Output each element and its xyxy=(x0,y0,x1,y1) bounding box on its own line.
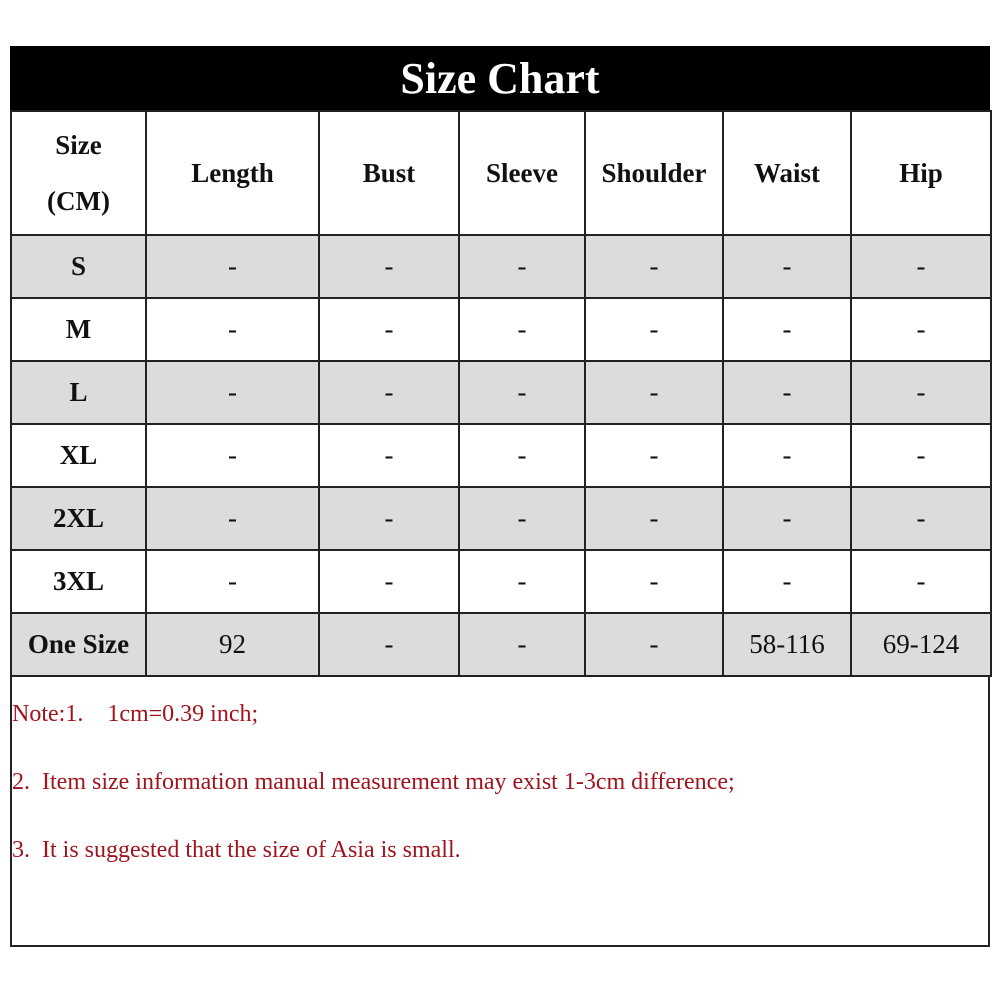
measurement-cell: - xyxy=(458,423,586,488)
column-header: Sleeve xyxy=(458,110,586,236)
measurement-cell: - xyxy=(318,612,460,677)
table-row: 3XL - - - - - - xyxy=(10,549,992,614)
measurement-cell: - xyxy=(145,234,320,299)
measurement-cell: - xyxy=(458,549,586,614)
column-header: Waist xyxy=(722,110,852,236)
measurement-cell: - xyxy=(458,234,586,299)
measurement-cell: - xyxy=(850,297,992,362)
size-label: L xyxy=(10,360,147,425)
measurement-cell: - xyxy=(584,297,724,362)
measurement-cell: - xyxy=(145,423,320,488)
table-row: L------ xyxy=(10,360,992,425)
measurement-cell: - xyxy=(722,360,852,425)
measurement-cell: - xyxy=(318,234,460,299)
measurement-cell: - xyxy=(722,486,852,551)
measurement-cell: - xyxy=(318,360,460,425)
size-label: S xyxy=(10,234,147,299)
column-header: Shoulder xyxy=(584,110,724,236)
measurement-cell: - xyxy=(850,234,992,299)
measurement-cell: 69-124 xyxy=(850,612,992,677)
column-header: Length xyxy=(145,110,320,236)
header-row: Size (CM) Length Bust Sleeve Shoulder Waist Hi… xyxy=(10,110,992,236)
size-label: XL xyxy=(10,423,147,488)
measurement-cell: - xyxy=(722,297,852,362)
measurement-cell: - xyxy=(584,486,724,551)
note-2: 2. Item size information manual measurem… xyxy=(12,769,735,795)
measurement-cell: - xyxy=(850,360,992,425)
measurement-cell: - xyxy=(850,549,992,614)
measurement-cell: - xyxy=(584,423,724,488)
measurement-cell: - xyxy=(584,360,724,425)
column-header: Size (CM) xyxy=(10,110,147,236)
measurement-cell: - xyxy=(850,486,992,551)
measurement-cell: - xyxy=(850,423,992,488)
column-header: Bust xyxy=(318,110,460,236)
size-label: One Size xyxy=(10,612,147,677)
measurement-cell: - xyxy=(318,486,460,551)
measurement-cell: - xyxy=(722,423,852,488)
note-3: 3. It is suggested that the size of Asia… xyxy=(12,837,461,863)
table-row: M------ xyxy=(10,297,992,362)
measurement-cell: - xyxy=(145,297,320,362)
size-label: M xyxy=(10,297,147,362)
measurement-cell: - xyxy=(722,234,852,299)
measurement-cell: - xyxy=(318,423,460,488)
measurement-cell: - xyxy=(145,360,320,425)
measurement-cell: - xyxy=(318,297,460,362)
measurement-cell: - xyxy=(722,549,852,614)
note-1: Note:1. 1cm=0.39 inch; xyxy=(12,701,259,727)
table-row: XL - - - - - - xyxy=(10,423,992,488)
measurement-cell: - xyxy=(584,234,724,299)
notes-box: Note:1. 1cm=0.39 inch; 2. Item size info… xyxy=(10,677,990,947)
size-label: 2XL xyxy=(10,486,147,551)
size-label: 3XL xyxy=(10,549,147,614)
table-row: One Size 92- - -58-116 69-124 xyxy=(10,612,992,677)
measurement-cell: - xyxy=(145,549,320,614)
measurement-cell: - xyxy=(458,486,586,551)
size-chart: Size Chart Size (CM) Length Bust Sleeve Shou… xyxy=(10,46,992,947)
measurement-cell: 58-116 xyxy=(722,612,852,677)
measurement-cell: - xyxy=(318,549,460,614)
measurement-cell: - xyxy=(458,360,586,425)
size-table: Size (CM) Length Bust Sleeve Shoulder Waist Hi… xyxy=(10,110,992,677)
column-header: Hip xyxy=(850,110,992,236)
measurement-cell: - xyxy=(458,297,586,362)
measurement-cell: - xyxy=(145,486,320,551)
table-row: 2XL - - - - - - xyxy=(10,486,992,551)
measurement-cell: 92 xyxy=(145,612,320,677)
measurement-cell: - xyxy=(584,612,724,677)
chart-title: Size Chart xyxy=(10,46,990,110)
measurement-cell: - xyxy=(584,549,724,614)
table-row: S------ xyxy=(10,234,992,299)
measurement-cell: - xyxy=(458,612,586,677)
